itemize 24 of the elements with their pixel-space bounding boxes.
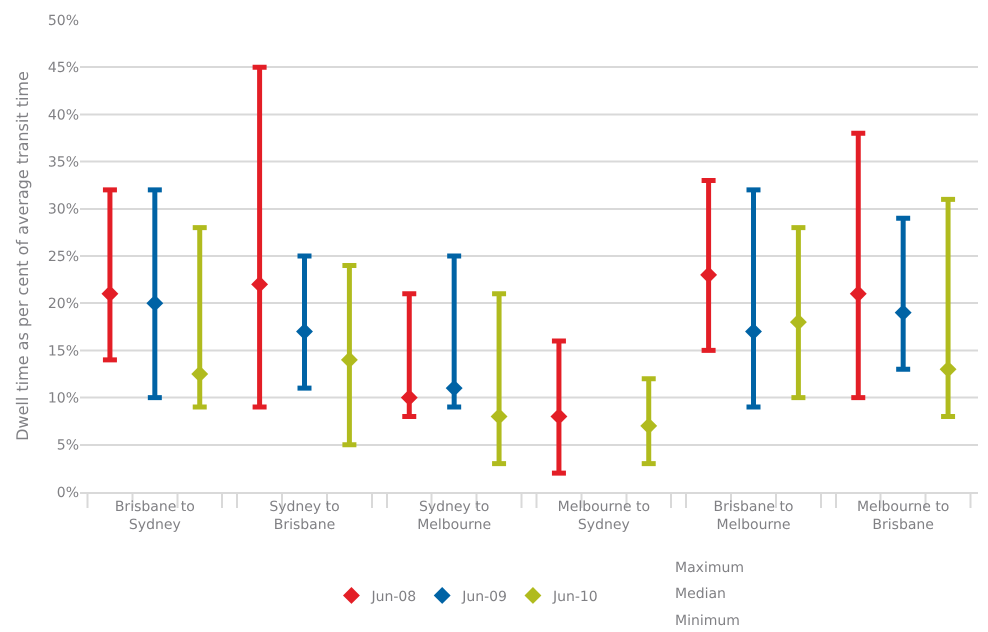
- y-tick-label: 35%: [48, 154, 79, 170]
- y-tick-label: 10%: [48, 390, 79, 406]
- y-tick-label: 45%: [48, 60, 79, 76]
- y-axis-title: Dwell time as per cent of average transit time: [12, 71, 32, 441]
- y-tick-label: 0%: [56, 484, 79, 501]
- x-tick-label: Melbourne to Brisbane: [856, 498, 950, 533]
- x-tick-label: Melbourne to Sydney: [558, 498, 650, 533]
- legend-label: Jun-10: [552, 588, 598, 605]
- x-tick-label: Brisbane to Sydney: [114, 498, 195, 533]
- x-tick-label: Sydney to Brisbane: [269, 498, 340, 533]
- y-tick-label: 50%: [48, 12, 79, 29]
- text: Median: [675, 586, 726, 602]
- y-tick-label: 30%: [48, 202, 79, 218]
- x-tick-label: Sydney to Melbourne: [417, 498, 492, 533]
- y-tick-label: 5%: [56, 438, 79, 454]
- text: Maximum: [675, 560, 744, 576]
- y-tick-label: 15%: [48, 343, 79, 360]
- legend-label: Jun-08: [370, 588, 416, 605]
- legend-label: Jun-09: [461, 588, 507, 605]
- y-tick-label: 20%: [48, 296, 79, 312]
- text: Minimum: [675, 613, 740, 629]
- y-tick-label: 40%: [48, 107, 79, 124]
- y-tick-label: 25%: [48, 248, 79, 265]
- x-tick-label: Brisbane to Melbourne: [713, 498, 794, 533]
